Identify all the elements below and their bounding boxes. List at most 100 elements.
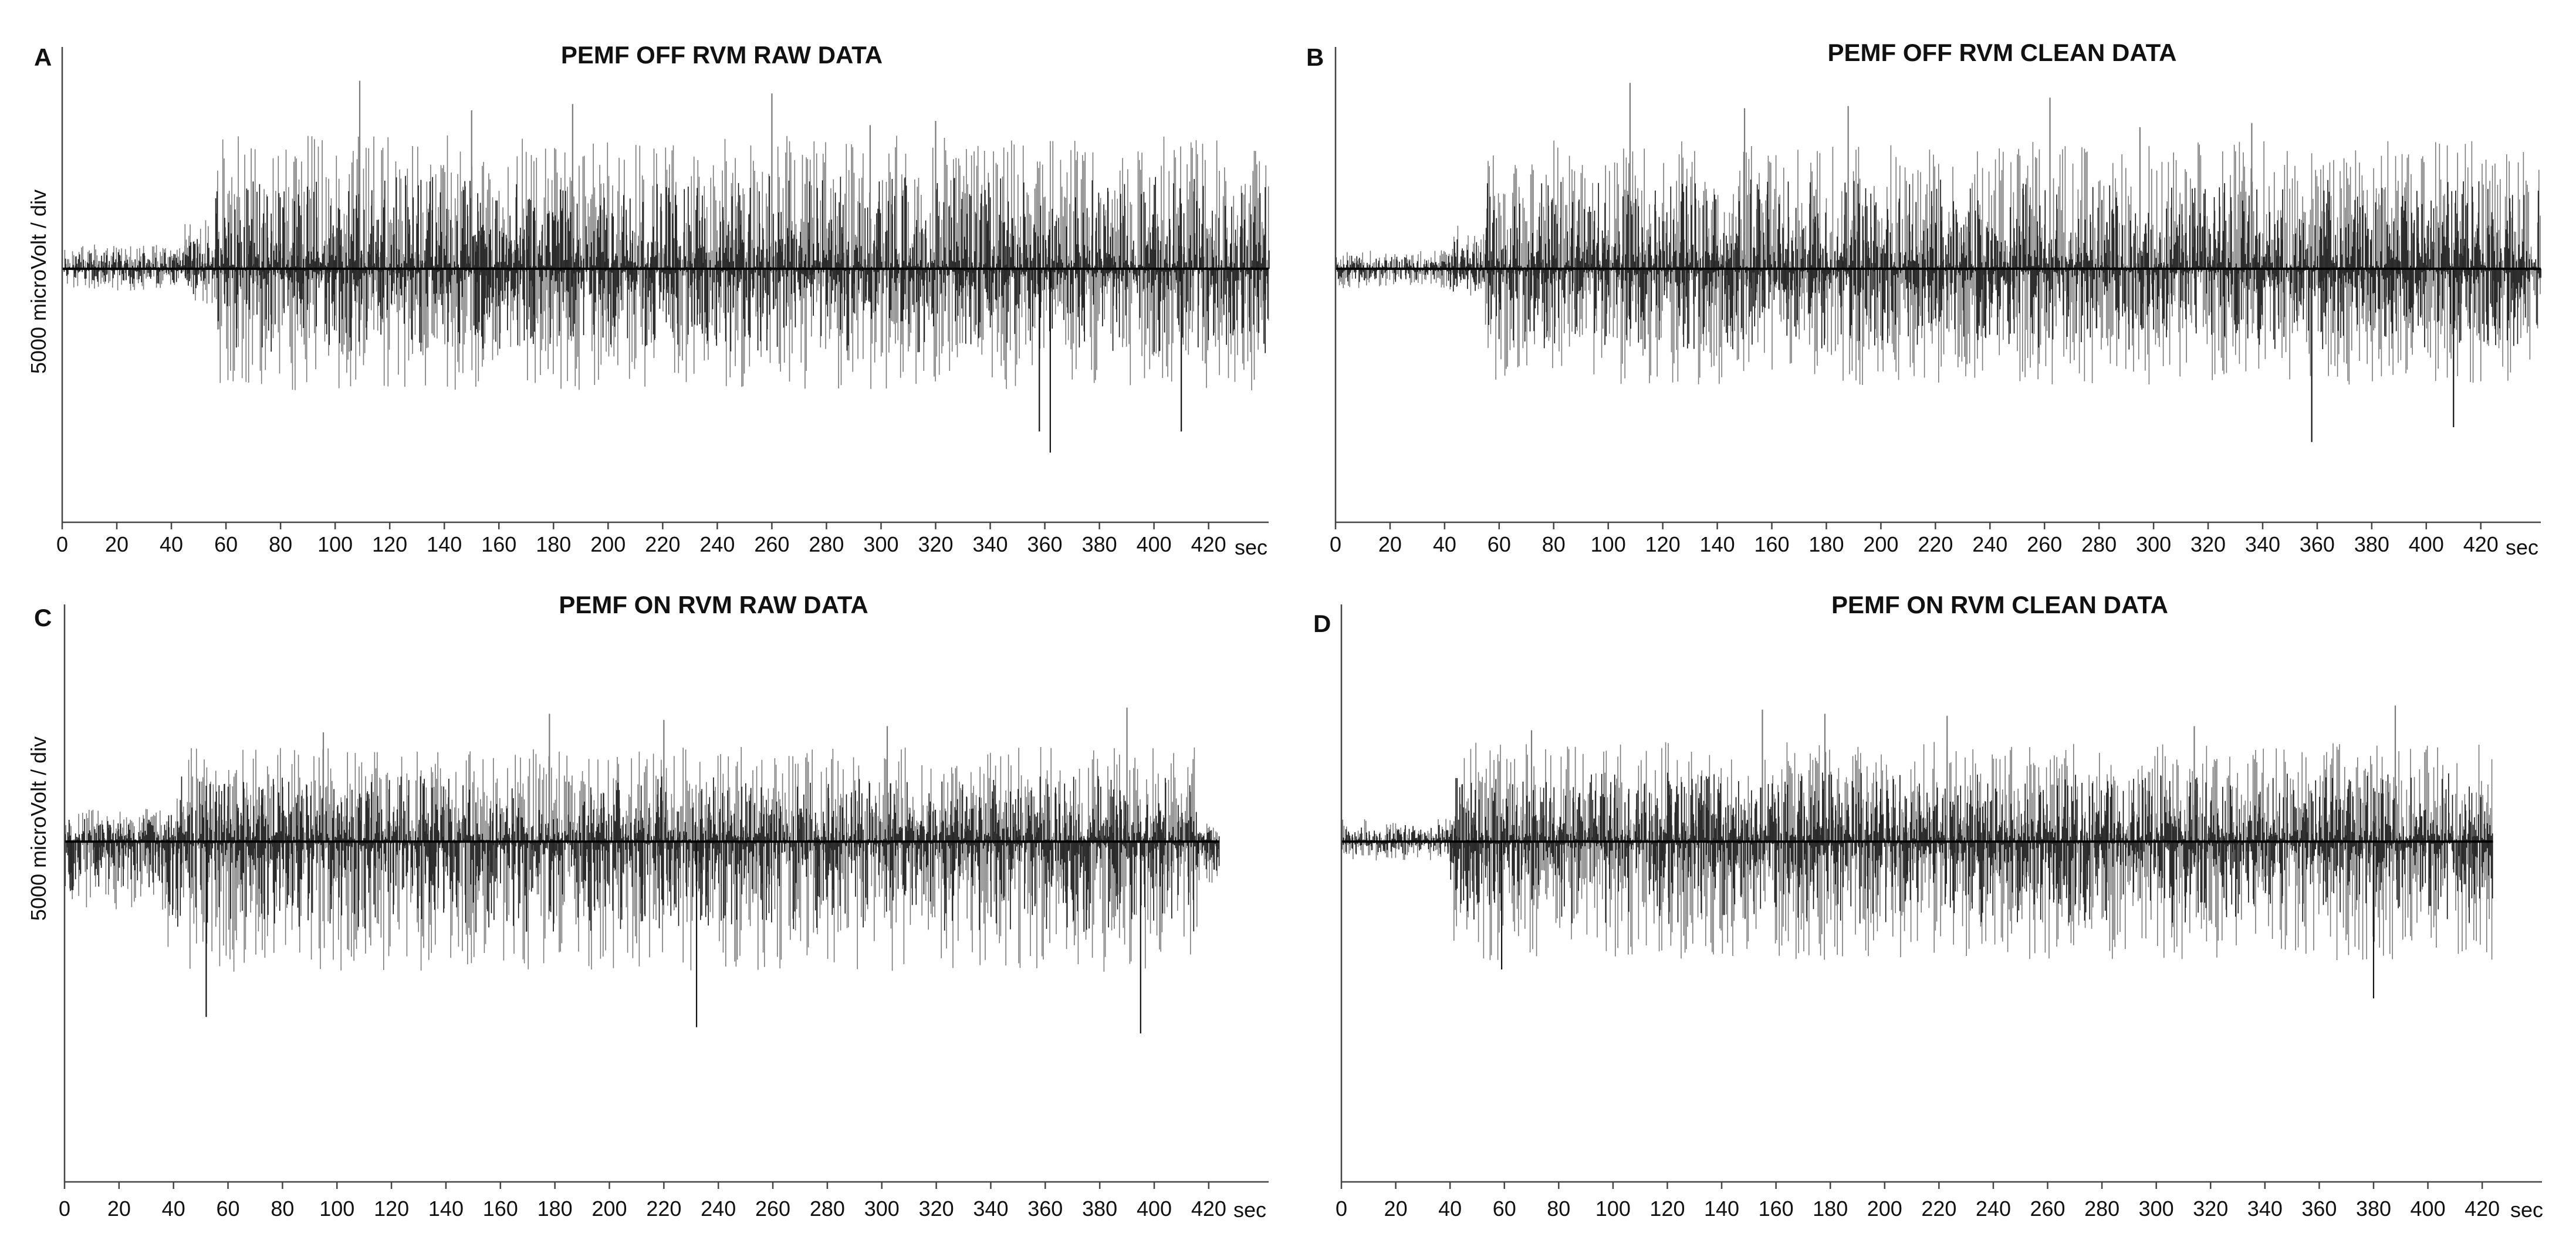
x-tick-label: 180 [537, 1197, 573, 1221]
y-axis-label: 5000 microVolt / div [26, 190, 50, 374]
panel-letter: B [1306, 43, 1324, 71]
x-tick-label: 240 [1976, 1197, 2011, 1221]
x-tick-label: 380 [1082, 1197, 1117, 1221]
x-tick-label: 380 [1082, 532, 1117, 556]
x-tick-label: 80 [269, 532, 292, 556]
x-tick-label: 60 [1488, 532, 1511, 556]
x-tick-label: 120 [1649, 1197, 1685, 1221]
x-tick-label: 280 [2081, 532, 2117, 556]
x-tick-label: 60 [214, 532, 238, 556]
x-tick-label: 40 [162, 1197, 185, 1221]
x-tick-label: 80 [271, 1197, 294, 1221]
x-tick-label: 280 [809, 532, 844, 556]
x-tick-label: 360 [2300, 532, 2335, 556]
x-tick-label: 120 [372, 532, 407, 556]
x-tick-label: 240 [699, 532, 735, 556]
axes: 0 20 40 60 80 100 120 140 160 180 200 220 240 260 280 3… [56, 47, 1269, 556]
panel-letter: D [1313, 610, 1331, 637]
x-tick-label: 300 [863, 532, 898, 556]
x-tick-label: 160 [1754, 532, 1789, 556]
signal-trace [1341, 705, 2493, 999]
x-tick-label: 340 [973, 1197, 1008, 1221]
x-tick-label: 200 [590, 532, 626, 556]
x-tick-label: 160 [481, 532, 516, 556]
axes: 0 20 40 60 80 100 120 140 160 180 200 220 240 260 280 3… [1330, 47, 2541, 556]
x-tick-label: 360 [1027, 1197, 1063, 1221]
x-tick-label: 200 [1863, 532, 1898, 556]
x-tick-label: 420 [1191, 532, 1226, 556]
x-tick-label: 400 [2411, 1197, 2446, 1221]
x-tick-label: 180 [1808, 532, 1844, 556]
x-tick-label: 340 [2245, 532, 2280, 556]
panel-a: A PEMF OFF RVM RAW DATA 5000 microVolt /… [26, 41, 1270, 559]
chart-title: PEMF ON RVM CLEAN DATA [1831, 591, 2168, 619]
x-tick-label: 220 [646, 1197, 681, 1221]
x-tick-label: 240 [701, 1197, 736, 1221]
x-tick-label: 220 [645, 532, 680, 556]
x-tick-label: 180 [1813, 1197, 1848, 1221]
x-tick-label: 300 [2139, 1197, 2174, 1221]
x-tick-label: 320 [919, 1197, 954, 1221]
x-tick-label: 340 [972, 532, 1008, 556]
x-tick-label: 280 [810, 1197, 845, 1221]
axes: 0 20 40 60 80 100 120 140 160 180 200 220 240 260 280 3… [59, 604, 1269, 1221]
x-tick-label: 60 [1493, 1197, 1516, 1221]
signal-trace [1335, 83, 2541, 442]
x-tick-label: 420 [2465, 1197, 2500, 1221]
x-tick-label: 120 [374, 1197, 409, 1221]
x-tick-label: 400 [1137, 532, 1172, 556]
x-tick-label: 140 [1700, 532, 1735, 556]
signal-trace [62, 80, 1270, 453]
y-axis-label: 5000 microVolt / div [26, 736, 50, 921]
x-tick-label: 220 [1921, 1197, 1956, 1221]
x-tick-label: 80 [1542, 532, 1566, 556]
x-tick-label: 100 [319, 1197, 354, 1221]
x-tick-label: 160 [483, 1197, 518, 1221]
chart-title: PEMF OFF RVM RAW DATA [561, 41, 883, 69]
x-tick-label: 320 [2190, 532, 2226, 556]
x-tick-label: 140 [1704, 1197, 1739, 1221]
panel-b: B PEMF OFF RVM CLEAN DATA sec 0 20 40 60 80 1… [1306, 39, 2541, 559]
x-tick-label: 360 [2301, 1197, 2337, 1221]
x-tick-label: 260 [2030, 1197, 2065, 1221]
x-axis-unit: sec [2506, 535, 2538, 559]
x-tick-label: 100 [1591, 532, 1626, 556]
x-tick-label: 280 [2084, 1197, 2119, 1221]
x-tick-label: 120 [1645, 532, 1681, 556]
x-tick-label: 100 [1595, 1197, 1631, 1221]
x-tick-label: 300 [864, 1197, 900, 1221]
x-tick-label: 380 [2356, 1197, 2391, 1221]
x-tick-label: 40 [1438, 1197, 1462, 1221]
x-tick-label: 140 [428, 1197, 464, 1221]
x-axis-unit: sec [1235, 535, 1267, 559]
x-tick-label: 100 [317, 532, 353, 556]
x-axis-unit: sec [2510, 1198, 2543, 1222]
signal-trace [64, 707, 1220, 1033]
x-tick-label: 40 [160, 532, 183, 556]
x-tick-label: 400 [1137, 1197, 1172, 1221]
chart-title: PEMF ON RVM RAW DATA [559, 591, 868, 619]
x-tick-label: 360 [1027, 532, 1063, 556]
x-tick-label: 80 [1547, 1197, 1570, 1221]
x-axis-unit: sec [1233, 1198, 1266, 1222]
x-tick-label: 0 [59, 1197, 70, 1221]
panel-c: C PEMF ON RVM RAW DATA 5000 microVolt / … [26, 591, 1269, 1222]
x-tick-label: 300 [2136, 532, 2171, 556]
x-tick-label: 340 [2247, 1197, 2283, 1221]
x-tick-label: 0 [1336, 1197, 1347, 1221]
x-tick-label: 220 [1918, 532, 1953, 556]
panel-letter: A [34, 43, 52, 71]
x-tick-label: 0 [1330, 532, 1341, 556]
x-tick-label: 260 [755, 1197, 790, 1221]
x-tick-label: 420 [1191, 1197, 1226, 1221]
panel-letter: C [34, 604, 52, 631]
x-tick-label: 140 [427, 532, 462, 556]
x-tick-label: 20 [107, 1197, 131, 1221]
x-tick-label: 320 [2193, 1197, 2228, 1221]
x-tick-label: 20 [1378, 532, 1402, 556]
x-tick-label: 400 [2409, 532, 2444, 556]
x-tick-label: 60 [217, 1197, 240, 1221]
x-tick-label: 20 [1384, 1197, 1408, 1221]
chart-title: PEMF OFF RVM CLEAN DATA [1828, 39, 2177, 66]
